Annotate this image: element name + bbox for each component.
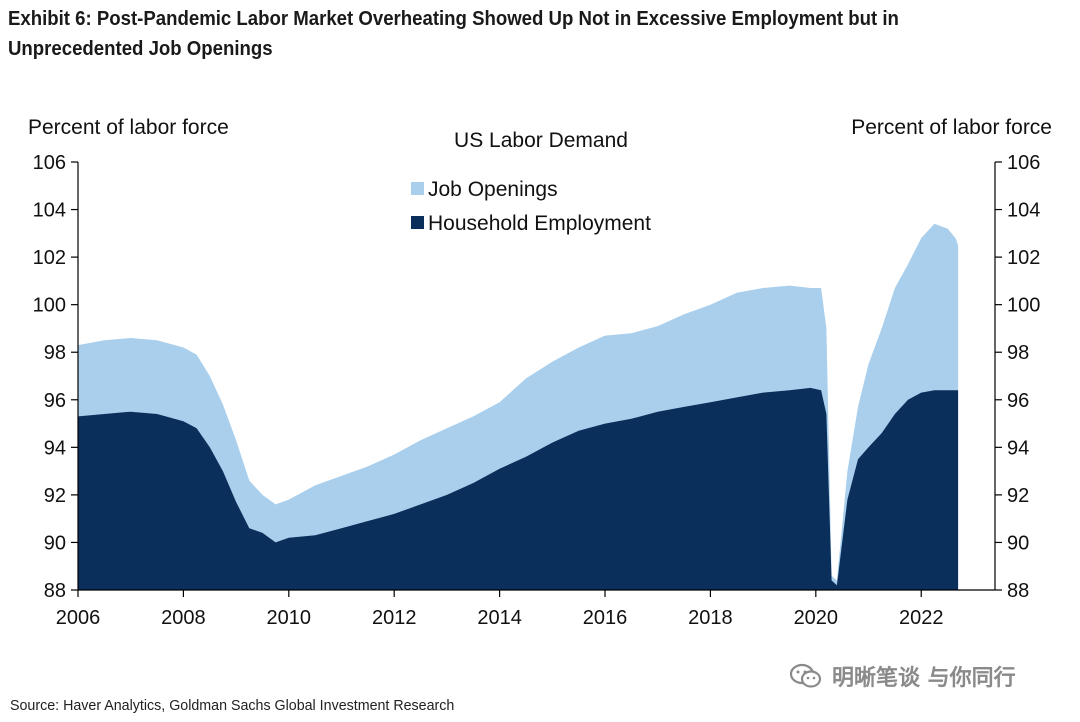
right-y-tick-label: 102 — [1007, 247, 1040, 269]
watermark: 明晰笔谈 与你同行 — [789, 660, 1016, 692]
legend-label-household-employment: Household Employment — [428, 212, 651, 235]
x-tick-label: 2012 — [372, 607, 417, 629]
chart-areas — [78, 223, 959, 591]
area-series-household-employment — [78, 387, 959, 590]
x-tick-label: 2020 — [794, 607, 839, 629]
left-y-tick-label: 104 — [33, 200, 66, 222]
x-tick-label: 2006 — [56, 607, 101, 629]
legend-label-job-openings: Job Openings — [428, 178, 558, 201]
left-y-tick-label: 102 — [33, 247, 66, 269]
left-y-tick-label: 88 — [44, 580, 66, 602]
left-y-tick-label: 98 — [44, 342, 66, 364]
x-tick-label: 2018 — [688, 607, 733, 629]
left-y-tick-label: 96 — [44, 390, 66, 412]
x-tick-label: 2010 — [267, 607, 312, 629]
left-axis-label: Percent of labor force — [28, 116, 229, 139]
right-y-tick-label: 92 — [1007, 485, 1029, 507]
left-y-tick-label: 100 — [33, 295, 66, 317]
x-tick-label: 2016 — [583, 607, 628, 629]
right-y-tick-label: 88 — [1007, 580, 1029, 602]
chart-axes: 88 88 90 90 92 92 94 94 96 96 98 98 100 100 102 102 104 1… — [33, 152, 1041, 629]
legend-swatch-household-employment — [411, 216, 424, 229]
right-axis-label: Percent of labor force — [851, 116, 1052, 139]
x-tick-label: 2008 — [161, 607, 206, 629]
right-y-tick-label: 100 — [1007, 295, 1040, 317]
right-y-tick-label: 90 — [1007, 532, 1029, 554]
legend-swatch-job-openings — [411, 182, 424, 195]
exhibit-title: Exhibit 6: Post-Pandemic Labor Market Ov… — [8, 8, 899, 60]
left-y-tick-label: 90 — [44, 532, 66, 554]
source-note: Source: Haver Analytics, Goldman Sachs G… — [10, 697, 455, 714]
wechat-icon — [789, 663, 822, 689]
watermark-text: 明晰笔谈 与你同行 — [832, 666, 1016, 691]
left-y-tick-label: 92 — [44, 485, 66, 507]
x-tick-label: 2014 — [477, 607, 522, 629]
right-y-tick-label: 94 — [1007, 437, 1029, 459]
left-y-tick-label: 106 — [33, 152, 66, 174]
x-tick-label: 2022 — [899, 607, 944, 629]
right-y-tick-label: 106 — [1007, 152, 1040, 174]
chart-title: US Labor Demand — [454, 129, 628, 152]
right-y-tick-label: 104 — [1007, 200, 1040, 222]
left-y-tick-label: 94 — [44, 437, 66, 459]
right-y-tick-label: 98 — [1007, 342, 1029, 364]
right-y-tick-label: 96 — [1007, 390, 1029, 412]
legend: Job Openings Household Employment — [411, 178, 651, 235]
